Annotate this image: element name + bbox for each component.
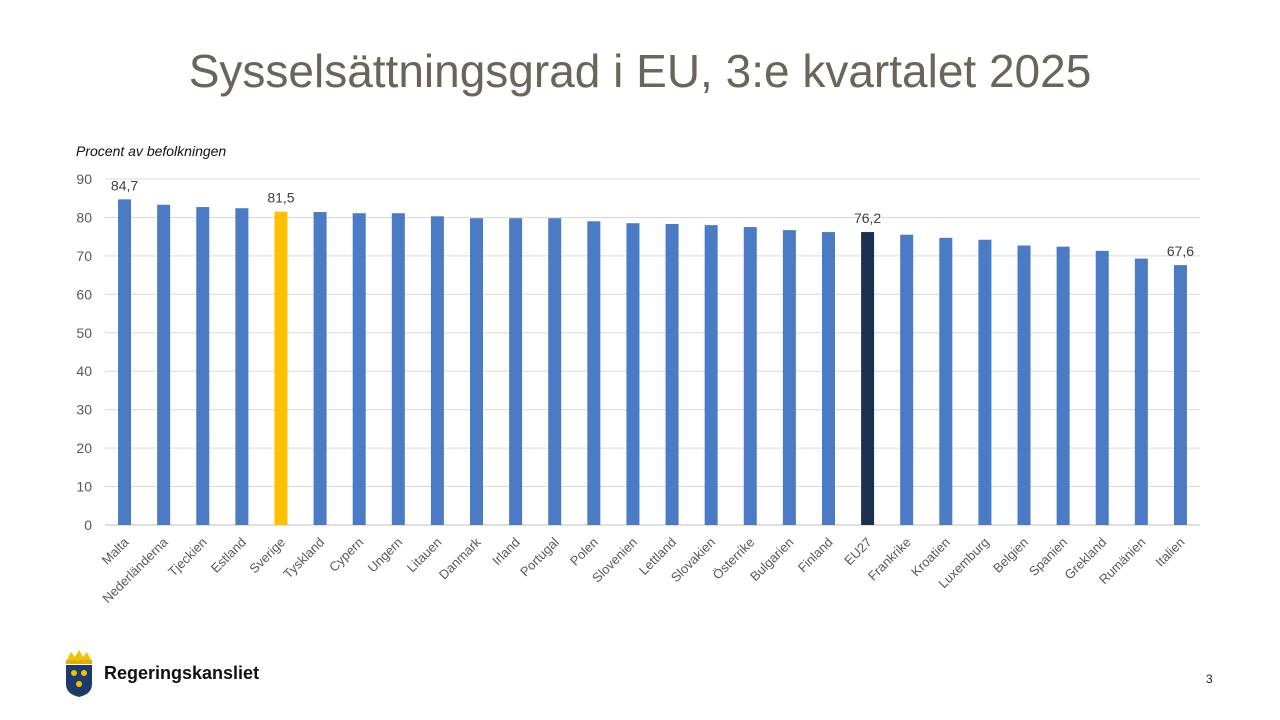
bar [391, 213, 405, 525]
y-tick-label: 30 [76, 402, 92, 418]
bar [587, 221, 601, 526]
x-tick-label: Cypern [326, 535, 366, 575]
logo-text: Regeringskansliet [104, 662, 260, 683]
y-tick-label: 0 [84, 517, 92, 533]
bar [509, 218, 523, 526]
x-tick-label: Irland [489, 535, 523, 569]
x-tick-label: Frankrike [865, 535, 914, 584]
crown-shield-icon [66, 650, 92, 697]
x-tick-label: Estland [208, 535, 249, 576]
bar [900, 234, 914, 525]
y-tick-label: 50 [76, 325, 92, 341]
x-tick-label: Ungern [365, 535, 406, 576]
bar [978, 239, 992, 525]
data-label: 67,6 [1167, 243, 1194, 259]
bar [313, 212, 327, 525]
bar [821, 232, 835, 525]
x-tick-label: Finland [795, 535, 836, 576]
x-tick-label: Polen [567, 535, 601, 569]
y-tick-label: 80 [76, 209, 92, 225]
x-tick-label: Malta [99, 534, 133, 568]
x-tick-label: Belgien [990, 535, 1031, 576]
bar [861, 232, 875, 525]
bar [235, 208, 249, 525]
bar [665, 223, 679, 526]
y-tick-label: 40 [76, 363, 92, 379]
bar [470, 218, 484, 526]
data-label: 81,5 [267, 190, 294, 206]
x-tick-label: Portugal [517, 534, 562, 579]
x-tick-label: Danmark [436, 534, 484, 582]
bar [782, 230, 796, 525]
bar [704, 225, 718, 525]
bar [157, 204, 171, 525]
logo: Regeringskansliet [62, 648, 259, 698]
x-tick-label: Tyskland [280, 535, 327, 582]
x-tick-label: Tjeckien [165, 535, 210, 580]
bar-chart: Procent av befolkningen 0 10 20 30 40 50 60 70 80… [76, 143, 1200, 606]
x-tick-label: Bulgarien [747, 535, 796, 584]
bar [626, 223, 640, 525]
bar [1056, 246, 1070, 525]
y-tick-label: 10 [76, 479, 92, 495]
bar [1173, 265, 1187, 525]
data-label: 76,2 [854, 210, 881, 226]
bar [352, 213, 366, 525]
x-tick-label: Italien [1152, 535, 1187, 570]
bar [118, 199, 132, 525]
data-label: 84,7 [111, 177, 138, 193]
bar [1134, 258, 1148, 525]
bar [196, 207, 210, 525]
bar [743, 227, 757, 526]
y-tick-label: 70 [76, 248, 92, 264]
slide-title: Sysselsättningsgrad i EU, 3:e kvartalet … [188, 45, 1092, 97]
bar [430, 216, 444, 525]
x-tick-label: EU27 [841, 535, 875, 569]
y-tick-label: 90 [76, 171, 92, 187]
bar [1017, 245, 1031, 525]
y-tick-label: 20 [76, 440, 92, 456]
page-number: 3 [1206, 672, 1213, 686]
bar [548, 218, 562, 526]
y-axis-label: Procent av befolkningen [76, 143, 226, 159]
y-tick-label: 60 [76, 286, 92, 302]
bar [1095, 250, 1109, 525]
bar [274, 211, 288, 525]
bar [939, 237, 953, 525]
